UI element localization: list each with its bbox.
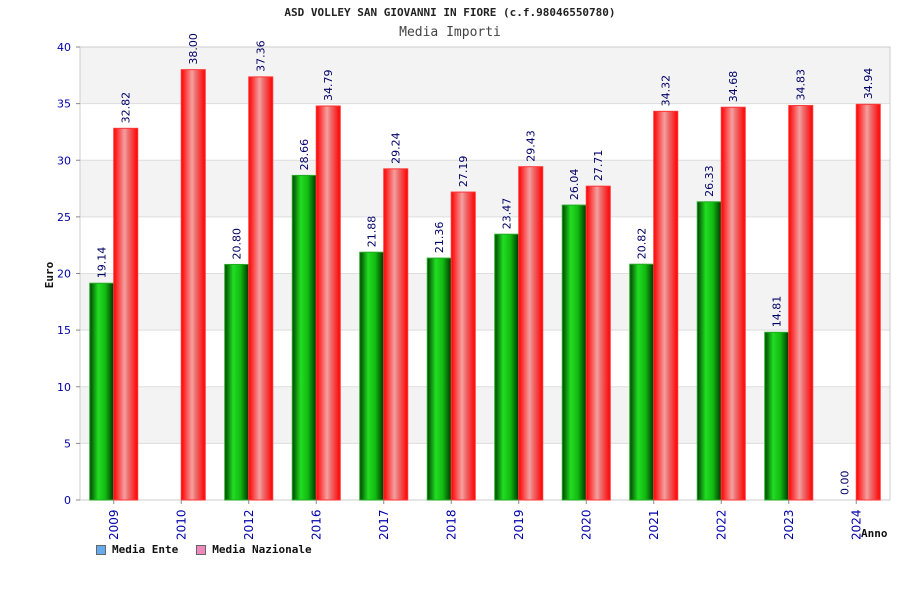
bar-media-nazionale [788,105,814,501]
y-tick-label: 15 [57,324,71,337]
legend-swatch-ente [96,544,106,555]
data-label: 27.19 [457,156,470,188]
bar-media-ente [764,331,790,501]
data-label: 21.36 [433,222,446,254]
bar-media-nazionale [180,69,206,501]
data-label: 37.36 [255,40,268,72]
data-label: 34.83 [795,69,808,101]
x-tick-label: 2019 [512,509,526,540]
bar-media-ente [224,263,250,501]
y-tick-label: 0 [64,494,71,507]
bar-media-ente [696,201,722,501]
x-tick-label: 2021 [647,509,661,540]
grid-band [80,386,890,444]
x-tick-label: 2023 [782,509,796,540]
x-axis-label: Anno [861,527,888,540]
bar-media-ente [359,251,385,501]
data-label: 23.47 [501,198,514,230]
data-label: 27.71 [592,150,605,182]
data-label: 21.88 [366,216,379,248]
data-label: 0.00 [838,471,851,496]
legend-item-ente: Media Ente [96,543,178,556]
data-label: 34.79 [322,70,335,102]
grid-band [80,273,890,331]
x-tick-label: 2016 [309,509,323,540]
data-label: 14.81 [771,296,784,328]
bars: 19.14 32.82 38.00 20.80 37.36 28.66 34.79 21.88… [89,33,881,501]
grid-band [80,216,890,274]
grid-band [80,330,890,387]
data-label: 34.68 [727,71,740,103]
legend: Media Ente Media Nazionale [96,543,312,556]
x-tick-label: 2018 [444,509,458,540]
data-label: 34.94 [862,68,875,100]
legend-swatch-nazionale [196,544,207,555]
bar-media-nazionale [248,76,274,501]
legend-label-nazionale: Media Nazionale [212,543,312,556]
data-label: 19.14 [96,247,109,279]
y-tick-label: 5 [64,437,71,450]
bar-media-nazionale [113,127,139,501]
bar-media-nazionale [720,106,746,501]
y-tick-label: 40 [57,41,71,54]
grid-bands [79,46,891,501]
y-tick-label: 25 [57,211,71,224]
data-label: 38.00 [187,33,200,65]
chart-title: ASD VOLLEY SAN GIOVANNI IN FIORE (c.f.98… [284,6,616,19]
bar-media-ente [89,282,115,501]
bar-media-nazionale [450,191,476,501]
grid-band [80,160,890,217]
x-tick-label: 2020 [579,509,593,540]
data-label: 29.24 [390,132,403,164]
data-label: 34.32 [660,75,673,107]
bar-media-nazionale [315,105,341,501]
bar-media-ente [494,233,520,501]
y-axis-label: Euro [43,261,56,288]
bar-media-nazionale [653,110,679,501]
y-axis: 0 5 10 15 20 25 30 35 40 [57,41,80,507]
x-axis: 2009 2010 2012 2016 2017 2018 2019 2020 2021 2022… [107,500,863,540]
data-label: 28.66 [298,139,311,171]
data-label: 26.33 [703,165,716,197]
bar-media-ente [291,174,317,501]
bar-media-nazionale [383,168,409,501]
data-label: 29.43 [525,130,538,162]
y-tick-label: 10 [57,381,71,394]
x-tick-label: 2009 [107,509,121,540]
y-tick-label: 30 [57,154,71,167]
grid-band [80,47,890,104]
bar-media-nazionale [518,166,544,501]
x-tick-label: 2022 [714,509,728,540]
grid-band [80,103,890,161]
data-label: 20.80 [231,228,244,260]
x-tick-label: 2024 [849,509,863,540]
bar-media-ente [426,257,452,501]
x-tick-label: 2012 [242,509,256,540]
data-label: 20.82 [636,228,649,260]
legend-label-ente: Media Ente [112,543,179,556]
bar-media-ente [561,204,587,501]
data-label: 26.04 [568,169,581,201]
legend-item-nazionale: Media Nazionale [196,543,312,556]
data-label: 32.82 [120,92,133,124]
bar-media-ente [629,263,655,501]
x-tick-label: 2017 [377,509,391,540]
x-tick-label: 2010 [174,509,188,540]
grid-band [80,443,890,500]
y-tick-label: 35 [57,98,71,111]
bar-media-nazionale [855,103,881,501]
y-tick-label: 20 [57,268,71,281]
bar-media-nazionale [585,185,611,501]
chart-subtitle: Media Importi [399,25,501,40]
